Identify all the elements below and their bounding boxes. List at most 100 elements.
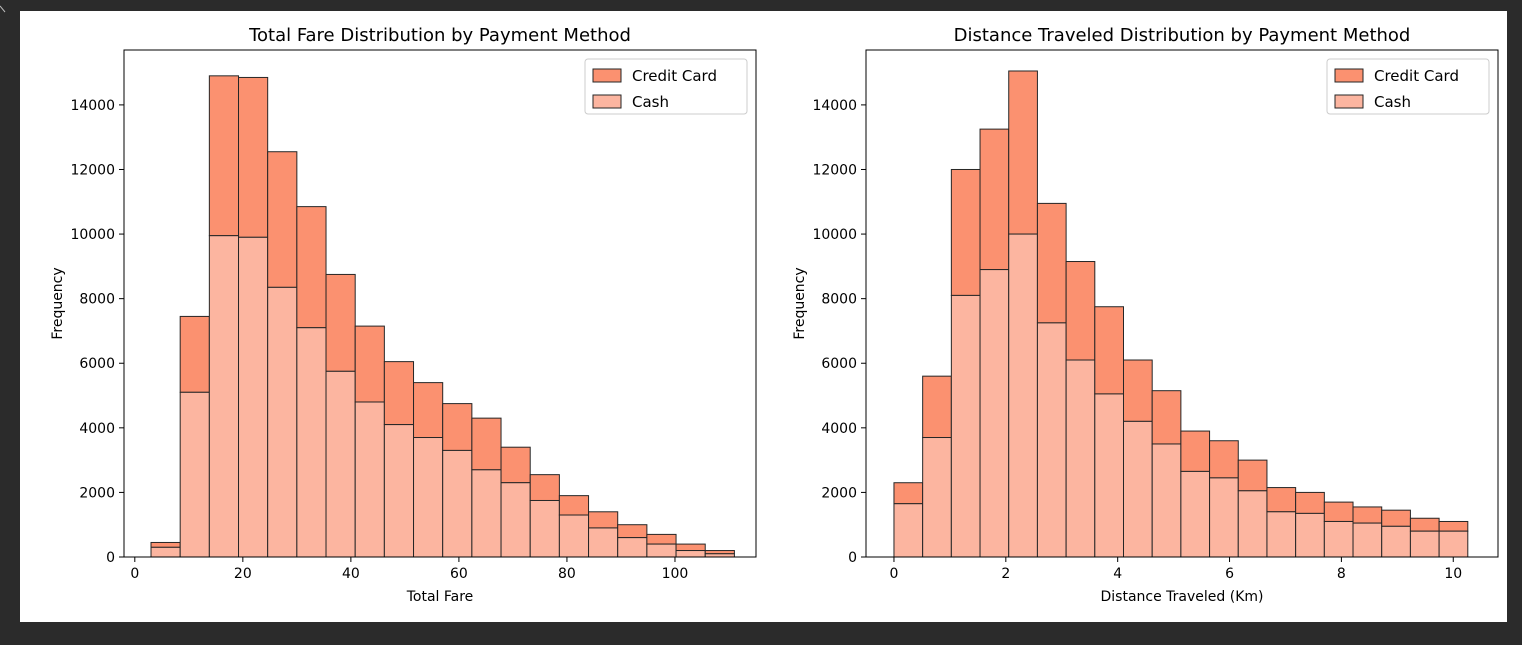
bar-cash-1	[179, 391, 210, 558]
bar-cash-17	[1381, 525, 1411, 558]
bar-credit-card-14	[1295, 491, 1325, 514]
legend-swatch-cash	[592, 94, 622, 109]
bar-cash-0	[150, 546, 181, 558]
x-tick-label-2: 4	[1113, 566, 1122, 582]
bar-credit-card-1	[179, 315, 210, 393]
bar-credit-card-6	[1065, 261, 1096, 361]
bar-cash-6	[1065, 359, 1096, 558]
bar-credit-card-14	[558, 495, 590, 516]
bar-credit-card-9	[413, 382, 444, 439]
bar-credit-card-4	[1008, 70, 1038, 235]
chart-title: Distance Traveled Distribution by Paymen…	[954, 25, 1411, 46]
y-axis-label: Frequency	[792, 267, 808, 339]
bar-cash-8	[1122, 420, 1153, 558]
bar-credit-card-11	[1209, 440, 1239, 479]
bar-credit-card-15	[1323, 501, 1354, 522]
bar-credit-card-8	[1122, 359, 1153, 422]
bar-cash-7	[1094, 393, 1124, 558]
bar-credit-card-7	[1094, 306, 1124, 395]
bar-credit-card-2	[208, 75, 240, 237]
y-tick-label-4: 8000	[79, 292, 115, 308]
x-tick-label-4: 80	[558, 566, 576, 582]
bar-cash-8	[383, 424, 415, 558]
bars-group	[893, 70, 1469, 558]
bar-cash-4	[267, 286, 298, 558]
y-tick-label-2: 4000	[821, 421, 857, 437]
y-tick-label-5: 10000	[812, 227, 857, 243]
bar-credit-card-0	[893, 482, 924, 505]
y-tick-label-7: 14000	[70, 98, 115, 114]
bar-cash-11	[471, 469, 502, 558]
y-tick-label-6: 12000	[70, 162, 115, 178]
bar-credit-card-12	[500, 446, 531, 484]
bar-cash-15	[588, 527, 619, 558]
bar-cash-12	[1237, 490, 1268, 558]
bar-cash-7	[354, 401, 385, 558]
legend: Credit Card Cash	[584, 58, 748, 115]
y-tick-label-7: 14000	[812, 98, 857, 114]
bar-credit-card-18	[675, 543, 706, 552]
bar-credit-card-1	[922, 375, 952, 439]
legend-swatch-credit-card	[1334, 68, 1364, 83]
x-tick-label-5: 10	[1444, 566, 1462, 582]
legend-swatch-cash	[1334, 94, 1364, 109]
distance-histogram: 0 2 4 6 8 10 0 2000 4000 6000 8000 10000 12000 14000 D…	[792, 25, 1499, 605]
edge-artifact	[0, 5, 6, 13]
x-tick-label-3: 6	[1225, 566, 1234, 582]
bar-cash-9	[413, 437, 444, 558]
y-tick-label-0: 0	[848, 550, 857, 566]
bar-credit-card-13	[1266, 487, 1297, 513]
bar-credit-card-19	[1438, 520, 1469, 532]
legend-box	[584, 58, 748, 115]
legend: Credit Card Cash	[1326, 58, 1490, 115]
charts-svg: 0 20 40 60 80 1000200040006000800010000120001…	[50, 25, 1499, 605]
y-tick-label-1: 2000	[79, 485, 115, 501]
y-tick-label-0: 0	[106, 550, 115, 566]
bar-cash-19	[1438, 530, 1469, 558]
bar-credit-card-7	[354, 325, 385, 403]
bar-cash-14	[1295, 512, 1325, 558]
x-tick-label-4: 8	[1337, 566, 1346, 582]
bar-cash-14	[558, 514, 590, 558]
x-tick-label-3: 60	[450, 566, 468, 582]
bar-credit-card-13	[529, 474, 560, 501]
bar-credit-card-3	[238, 76, 269, 238]
legend-swatch-credit-card	[592, 68, 622, 83]
y-tick-label-4: 8000	[821, 292, 857, 308]
bars-group	[150, 75, 735, 558]
bar-cash-5	[296, 327, 327, 558]
bar-cash-18	[675, 550, 706, 558]
x-tick-label-0: 0	[130, 566, 139, 582]
bar-credit-card-6	[325, 273, 356, 372]
y-tick-label-5: 10000	[70, 227, 115, 243]
bar-credit-card-17	[1381, 509, 1411, 527]
x-tick-label-0: 0	[890, 566, 899, 582]
axes-frame	[865, 49, 1499, 558]
bar-cash-3	[979, 269, 1010, 558]
bar-cash-16	[617, 537, 648, 558]
bar-cash-10	[1180, 470, 1211, 558]
fare-histogram: 0 20 40 60 80 100 0 2000 4000 6000 8000 10000 12000 1…	[50, 25, 757, 605]
chart-title: Total Fare Distribution by Payment Metho…	[248, 25, 631, 46]
legend-box	[1326, 58, 1490, 115]
bar-cash-5	[1036, 322, 1067, 558]
bar-cash-1	[922, 437, 952, 558]
y-tick-label-3: 6000	[821, 356, 857, 372]
bar-credit-card-16	[1352, 506, 1383, 524]
bar-cash-16	[1352, 522, 1383, 558]
figure: 0 20 40 60 80 100 0 2000 4000 6000 8000 10000 12000 1…	[20, 11, 1507, 622]
bar-cash-13	[1266, 511, 1297, 558]
legend-label-cash: Cash	[1374, 93, 1411, 111]
bar-credit-card-15	[588, 511, 619, 529]
bar-credit-card-16	[617, 524, 648, 539]
bar-credit-card-0	[150, 541, 181, 548]
y-tick-label-6: 12000	[812, 162, 857, 178]
y-tick-label-2: 4000	[79, 421, 115, 437]
legend-label-cash: Cash	[632, 93, 669, 111]
x-axis-label: Distance Traveled (Km)	[1101, 589, 1264, 605]
bar-cash-4	[1008, 233, 1038, 558]
bar-cash-11	[1209, 477, 1239, 558]
x-tick-label-2: 40	[342, 566, 360, 582]
bar-credit-card-5	[1036, 202, 1067, 324]
bar-cash-6	[325, 370, 356, 558]
